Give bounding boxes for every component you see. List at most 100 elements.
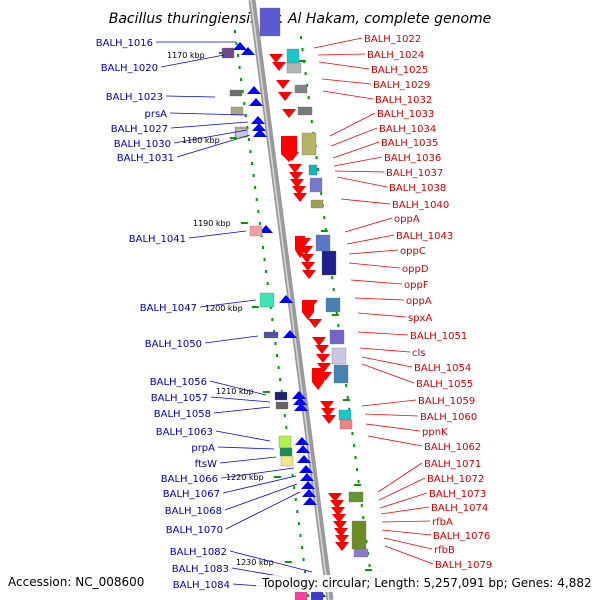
gene-label[interactable]: ftsW [195,459,217,470]
gene-label[interactable]: BALH_1050 [145,339,202,350]
gene-label[interactable]: BALH_1072 [427,474,484,485]
gene-block[interactable] [221,47,235,59]
gene-label[interactable]: prsA [144,109,167,120]
gene-label[interactable]: BALH_1033 [377,109,434,120]
gene-block[interactable] [348,491,364,503]
gene-label[interactable]: BALH_1083 [172,564,229,575]
gene-label[interactable]: BALH_1071 [424,459,481,470]
gene-label[interactable]: BALH_1051 [410,331,467,342]
gene-arrow-reverse[interactable] [335,535,349,544]
gene-arrow-reverse[interactable] [308,319,322,328]
gene-arrow-reverse[interactable] [300,254,314,263]
gene-label[interactable]: prpA [191,443,215,454]
gene-label[interactable]: BALH_1074 [431,503,488,514]
gene-label[interactable]: BALH_1040 [392,200,449,211]
gene-arrow-reverse-large[interactable] [312,368,324,390]
gene-label[interactable]: BALH_1023 [106,92,163,103]
gene-label[interactable]: BALH_1059 [418,396,475,407]
gene-block[interactable] [294,84,308,94]
gene-arrow-forward[interactable] [295,437,309,445]
gene-label[interactable]: oppA [406,296,432,307]
gene-block[interactable] [325,297,341,313]
gene-label[interactable]: BALH_1035 [381,138,438,149]
gene-arrow-forward[interactable] [294,403,308,411]
gene-block[interactable] [351,520,367,550]
gene-arrow-reverse[interactable] [272,62,286,71]
gene-label[interactable]: oppC [400,246,426,257]
gene-arrow-forward[interactable] [253,129,267,137]
gene-label[interactable]: rfbB [434,545,455,556]
gene-block[interactable] [279,447,293,457]
gene-arrow-reverse[interactable] [331,507,345,516]
gene-block[interactable] [321,250,337,276]
gene-arrow-forward[interactable] [299,465,313,473]
gene-block[interactable] [259,292,275,308]
gene-arrow-reverse[interactable] [269,54,283,63]
gene-arrow-reverse[interactable] [328,493,342,502]
gene-arrow-forward[interactable] [252,123,266,131]
gene-label[interactable]: BALH_1047 [140,303,197,314]
gene-label[interactable]: BALH_1016 [96,38,153,49]
gene-arrow-reverse[interactable] [293,193,307,202]
gene-label[interactable]: BALH_1030 [114,139,171,150]
gene-block[interactable] [275,401,289,410]
gene-label[interactable]: BALH_1036 [384,153,441,164]
gene-arrow-reverse[interactable] [317,363,331,372]
gene-arrow-reverse[interactable] [282,109,296,118]
gene-label[interactable]: BALH_1037 [386,168,443,179]
gene-label[interactable]: BALH_1063 [156,427,213,438]
gene-label[interactable]: BALH_1079 [435,560,492,571]
gene-label[interactable]: BALH_1082 [170,547,227,558]
gene-block[interactable] [338,409,352,421]
gene-label[interactable]: BALH_1056 [150,377,207,388]
gene-arrow-reverse[interactable] [292,186,306,195]
gene-arrow-reverse[interactable] [312,337,326,346]
gene-arrow-reverse[interactable] [278,92,292,101]
gene-label[interactable]: BALH_1025 [371,65,428,76]
gene-arrow-reverse[interactable] [316,354,330,363]
gene-arrow-reverse[interactable] [315,345,329,354]
gene-block[interactable] [310,199,324,209]
gene-arrow-forward[interactable] [251,116,265,124]
gene-block[interactable] [280,455,294,467]
gene-label[interactable]: rfbA [432,517,453,528]
gene-arrow-reverse[interactable] [322,415,336,424]
gene-arrow-forward[interactable] [233,42,247,50]
gene-label[interactable]: BALH_1068 [165,506,222,517]
gene-arrow-forward[interactable] [301,481,315,489]
gene-label[interactable]: BALH_1055 [416,379,473,390]
gene-arrow-reverse[interactable] [335,542,349,551]
gene-label[interactable]: BALH_1038 [389,183,446,194]
gene-arrow-forward[interactable] [292,391,306,399]
gene-arrow-reverse[interactable] [289,172,303,181]
gene-block[interactable] [286,62,302,74]
gene-arrow-forward[interactable] [249,98,263,106]
gene-block[interactable] [297,106,313,116]
gene-arrow-forward[interactable] [241,47,255,55]
gene-arrow-reverse[interactable] [333,521,347,530]
gene-block[interactable] [339,419,353,430]
gene-block[interactable] [315,234,331,252]
gene-label[interactable]: BALH_1031 [117,153,174,164]
gene-block[interactable] [274,391,288,401]
gene-arrow-reverse[interactable] [330,500,344,509]
gene-label[interactable]: oppA [394,214,420,225]
gene-arrow-forward[interactable] [283,330,297,338]
gene-block[interactable] [329,329,345,345]
gene-label[interactable]: BALH_1027 [111,124,168,135]
gene-block[interactable] [230,106,244,116]
gene-block[interactable] [309,177,323,193]
gene-arrow-reverse[interactable] [320,401,334,410]
gene-block[interactable] [310,591,324,600]
gene-arrow-reverse[interactable] [334,528,348,537]
gene-arrow-reverse[interactable] [288,164,302,173]
gene-block[interactable] [229,89,243,97]
gene-arrow-reverse[interactable] [321,408,335,417]
gene-label[interactable]: BALH_1070 [166,525,223,536]
gene-label[interactable]: BALH_1066 [161,474,218,485]
gene-arrow-forward[interactable] [259,225,273,233]
gene-label[interactable]: spxA [408,313,432,324]
gene-arrow-reverse[interactable] [276,80,290,89]
gene-block[interactable] [301,132,317,156]
gene-block[interactable] [263,331,279,339]
